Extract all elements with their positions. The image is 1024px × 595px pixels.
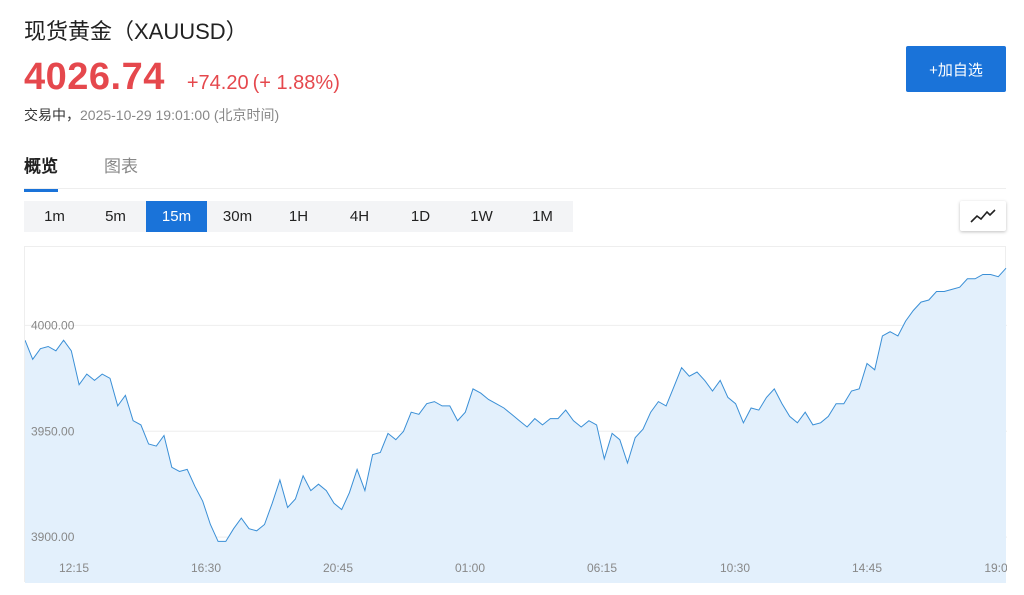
y-tick-label: 3950.00 [31, 424, 75, 438]
status-text: 交易中， [24, 107, 80, 123]
y-tick-label: 4000.00 [31, 318, 75, 332]
change-value: +74.20 [186, 72, 249, 94]
price-chart-svg: 4000.00 3950.00 3900.00 12:15 16:30 20:45 01:0… [25, 267, 1007, 583]
period-5m[interactable]: 5m [105, 208, 126, 225]
change-percent: (+ 1.88%) [252, 72, 340, 94]
period-30m[interactable]: 30m [222, 208, 253, 225]
x-tick-label: 20:45 [323, 561, 353, 575]
x-tick-label: 19:0 [984, 561, 1007, 575]
x-tick-label: 12:15 [59, 561, 89, 575]
tab-overview[interactable]: 概览 [24, 152, 58, 192]
period-4h[interactable]: 4H [349, 208, 370, 225]
price-chart[interactable]: 4000.00 3950.00 3900.00 12:15 16:30 20:45 01:0… [24, 246, 1007, 583]
page-title: 现货黄金（XAUUSD） [24, 19, 248, 44]
price-line [25, 267, 1007, 542]
line-chart-icon [970, 209, 996, 223]
period-selector: 1m 5m 15m 30m 1H 4H 1D 1W 1M [24, 201, 573, 232]
x-tick-label: 14:45 [852, 561, 882, 575]
period-1mo[interactable]: 1M [532, 208, 553, 225]
price-area [25, 268, 1006, 583]
period-1w[interactable]: 1W [470, 208, 493, 225]
price-change: +74.20 (+ 1.88%) [187, 72, 340, 95]
x-tick-label: 16:30 [191, 561, 221, 575]
tab-chart[interactable]: 图表 [104, 157, 138, 176]
period-1m[interactable]: 1m [44, 208, 65, 225]
chart-type-button[interactable] [960, 201, 1006, 231]
trading-status: 交易中，2025-10-29 19:01:00 (北京时间) [24, 105, 279, 125]
price-row: 4026.74 +74.20 (+ 1.88%) [24, 56, 340, 99]
timestamp: 2025-10-29 19:01:00 (北京时间) [80, 107, 280, 123]
x-tick-label: 01:00 [455, 561, 485, 575]
add-watchlist-button[interactable]: +加自选 [906, 46, 1006, 92]
x-tick-label: 10:30 [720, 561, 750, 575]
x-tick-label: 06:15 [587, 561, 617, 575]
period-15m[interactable]: 15m [146, 201, 207, 232]
current-price: 4026.74 [24, 56, 165, 98]
period-1d[interactable]: 1D [410, 208, 431, 225]
y-tick-label: 3900.00 [31, 530, 75, 544]
tab-bar: 概览 图表 [24, 152, 1006, 192]
period-1h[interactable]: 1H [288, 208, 309, 225]
